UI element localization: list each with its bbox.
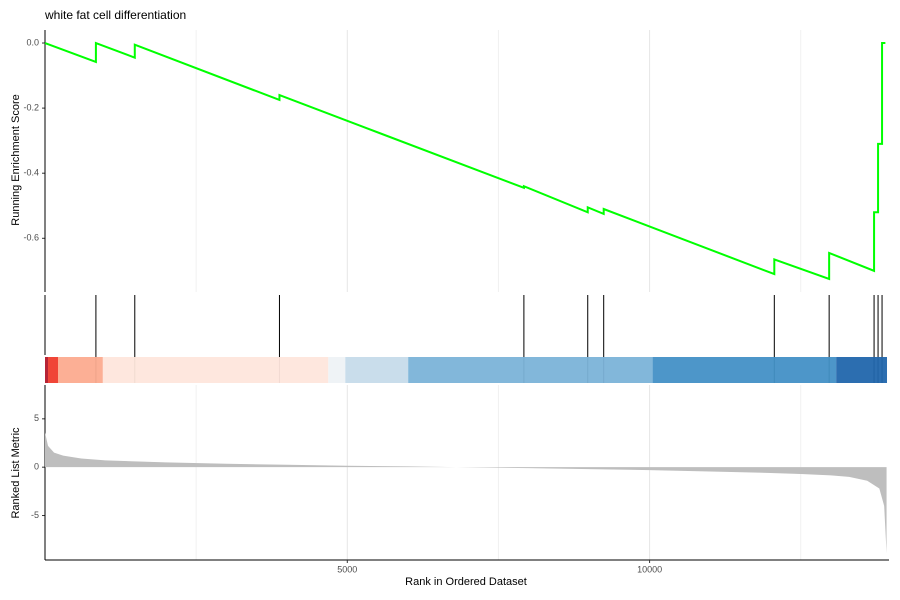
x-tick-label: 10000 [637, 564, 662, 574]
color-band [57, 357, 103, 383]
color-band [836, 357, 888, 383]
es-line [44, 41, 886, 281]
x-axis-label: Rank in Ordered Dataset [405, 576, 527, 588]
y-tick-label: 5 [34, 413, 39, 423]
y-tick-label: 0 [34, 462, 39, 472]
y-tick-label: -0.6 [23, 233, 39, 243]
color-band [652, 357, 837, 383]
y-tick-label: -0.2 [23, 102, 39, 112]
y-axis-label: Running Enrichment Score [10, 94, 22, 225]
y-tick-label: -0.4 [23, 168, 39, 178]
color-band [408, 357, 653, 383]
color-band [345, 357, 409, 383]
color-band [102, 357, 329, 383]
metric-area [45, 432, 887, 554]
y-tick-label: 0.0 [26, 37, 39, 47]
color-band [45, 357, 49, 383]
x-tick-label: 5000 [337, 564, 357, 574]
color-band [328, 357, 346, 383]
y-tick-label: -5 [31, 510, 39, 520]
color-band [48, 357, 58, 383]
chart-title: white fat cell differentiation [44, 8, 186, 22]
y-axis-label: Ranked List Metric [10, 427, 22, 519]
